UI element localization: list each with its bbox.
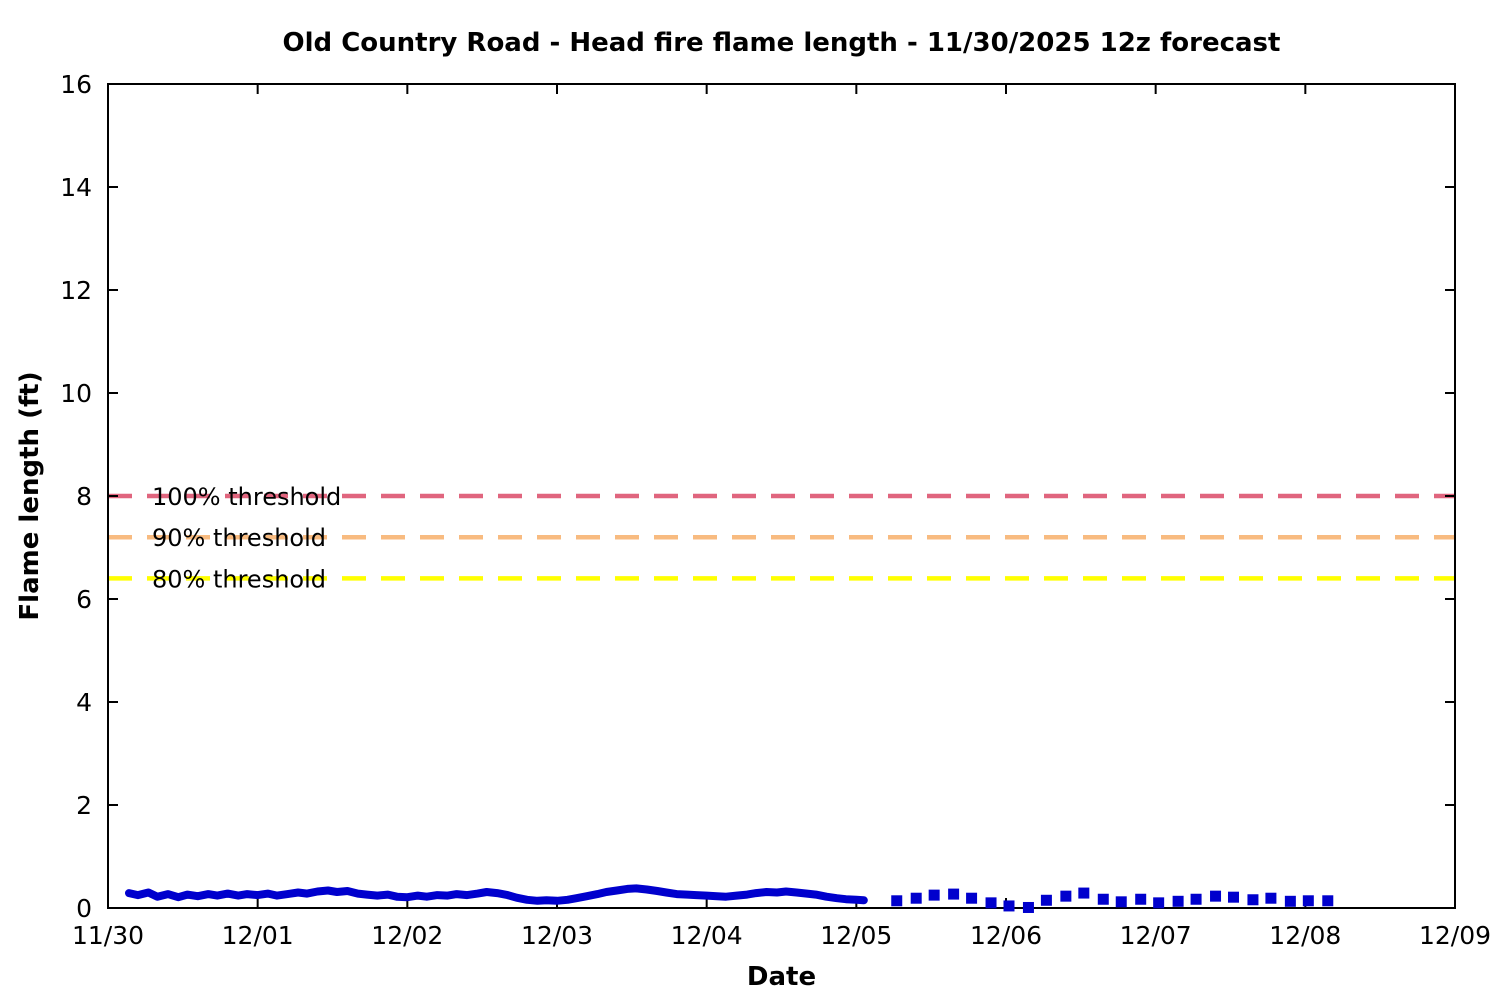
flame-length-marker (948, 888, 960, 900)
flame-length-marker (1115, 896, 1127, 908)
flame-length-marker (1227, 891, 1239, 903)
y-tick-label: 10 (60, 379, 92, 408)
flame-length-marker (1003, 900, 1015, 912)
x-tick-label: 12/01 (222, 921, 294, 950)
x-tick-label: 12/07 (1120, 921, 1192, 950)
y-tick-label: 16 (60, 70, 92, 99)
flame-length-marker (891, 895, 903, 907)
flame-length-line (125, 884, 868, 905)
x-tick-label: 12/08 (1269, 921, 1341, 950)
threshold-label-80: 80% threshold (152, 565, 326, 593)
y-axis-label: Flame length (ft) (15, 371, 45, 621)
flame-length-marker (1135, 893, 1147, 905)
flame-length-marker (985, 897, 997, 909)
flame-length-marker (966, 892, 978, 904)
flame-length-marker (1247, 894, 1259, 906)
threshold-label-90: 90% threshold (152, 524, 326, 552)
flame-length-marker (1284, 895, 1296, 907)
flame-length-marker (1322, 895, 1334, 907)
flame-length-marker (1265, 892, 1277, 904)
chart-title: Old Country Road - Head fire flame lengt… (282, 28, 1281, 58)
flame-length-marker (1172, 895, 1184, 907)
flame-length-marker (1210, 890, 1222, 902)
x-tick-label: 12/02 (371, 921, 443, 950)
x-tick-label: 12/09 (1419, 921, 1491, 950)
flame-length-marker (1022, 901, 1034, 913)
flame-length-marker (928, 889, 940, 901)
y-tick-label: 2 (76, 791, 92, 820)
flame-length-marker (1078, 887, 1090, 899)
flame-length-marker (1190, 893, 1202, 905)
x-axis-label: Date (746, 962, 817, 992)
x-tick-label: 12/03 (521, 921, 593, 950)
flame-length-marker (1040, 894, 1052, 906)
y-tick-label: 14 (60, 173, 92, 202)
plot-border (107, 83, 1456, 909)
y-tick-label: 8 (76, 482, 92, 511)
y-tick-label: 0 (76, 894, 92, 923)
x-tick-label: 11/30 (72, 921, 144, 950)
x-tick-label: 12/06 (970, 921, 1042, 950)
threshold-label-100: 100% threshold (152, 483, 341, 511)
flame-length-marker (1153, 897, 1165, 909)
flame-length-marker (1302, 895, 1314, 907)
x-tick-label: 12/05 (820, 921, 892, 950)
flame-length-marker (1060, 890, 1072, 902)
y-tick-label: 12 (60, 276, 92, 305)
y-tick-label: 6 (76, 585, 92, 614)
y-tick-label: 4 (76, 688, 92, 717)
flame-length-marker (1097, 893, 1109, 905)
x-tick-label: 12/04 (671, 921, 743, 950)
flame-length-marker (910, 892, 922, 904)
